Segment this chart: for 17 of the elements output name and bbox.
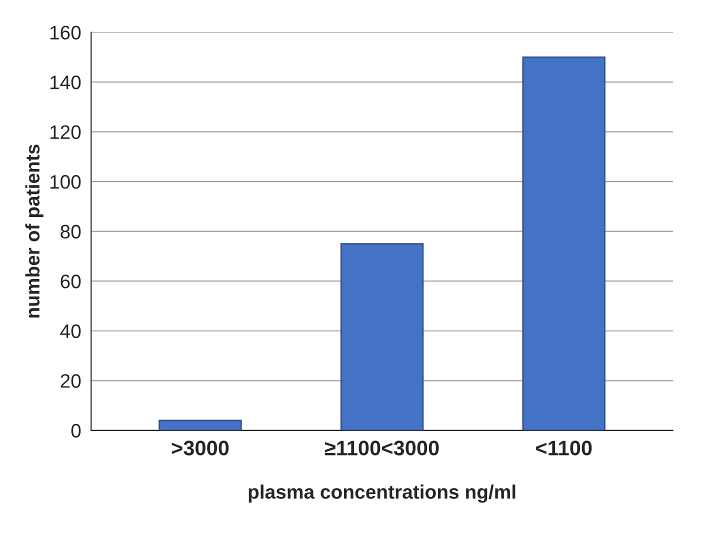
y-tick-label: 140 — [50, 76, 81, 90]
y-axis-title: number of patients — [25, 144, 44, 318]
x-tick-label: <1100 — [536, 440, 592, 456]
x-tick-label: ≥1100<3000 — [324, 440, 439, 456]
y-tick-label: 0 — [71, 424, 81, 438]
y-tick-label: 120 — [50, 125, 81, 140]
y-tick-label: 160 — [50, 26, 81, 40]
y-tick-label: 60 — [60, 274, 81, 288]
x-axis-title: plasma concentrations ng/ml — [248, 484, 516, 503]
y-tick-label: 100 — [50, 175, 81, 189]
y-tick-label: 80 — [60, 224, 81, 239]
bar — [158, 420, 242, 430]
x-tick-label: >3000 — [172, 440, 229, 456]
bar — [522, 56, 606, 430]
y-tick-label: 40 — [60, 324, 81, 338]
bar — [340, 243, 424, 430]
y-tick-label: 20 — [60, 374, 81, 388]
